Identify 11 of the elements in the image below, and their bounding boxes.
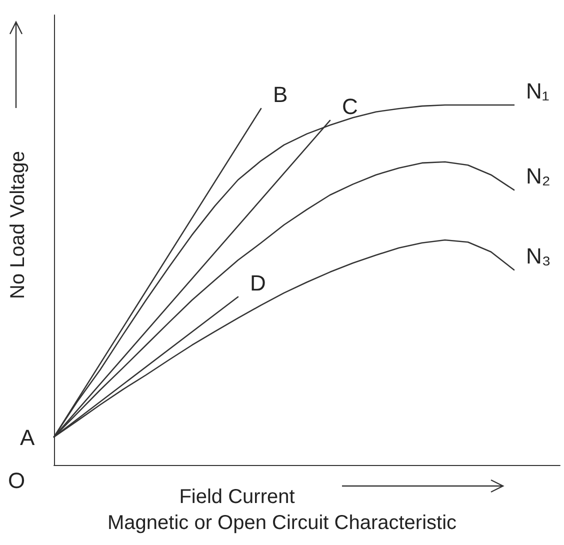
text: A bbox=[20, 425, 35, 451]
y-axis-title: No Load Voltage bbox=[7, 151, 29, 299]
series-label: N₂ bbox=[526, 163, 550, 188]
series-label: N₁ bbox=[526, 78, 550, 104]
series-label: C bbox=[342, 94, 358, 119]
text: Magnetic or Open Circuit Characteristic bbox=[107, 512, 457, 534]
x-axis-title: Field Current bbox=[179, 486, 296, 508]
series-label: N₃ bbox=[526, 243, 551, 268]
series-label: B bbox=[273, 82, 288, 108]
series-label: D bbox=[250, 270, 266, 296]
text: O bbox=[8, 468, 26, 494]
